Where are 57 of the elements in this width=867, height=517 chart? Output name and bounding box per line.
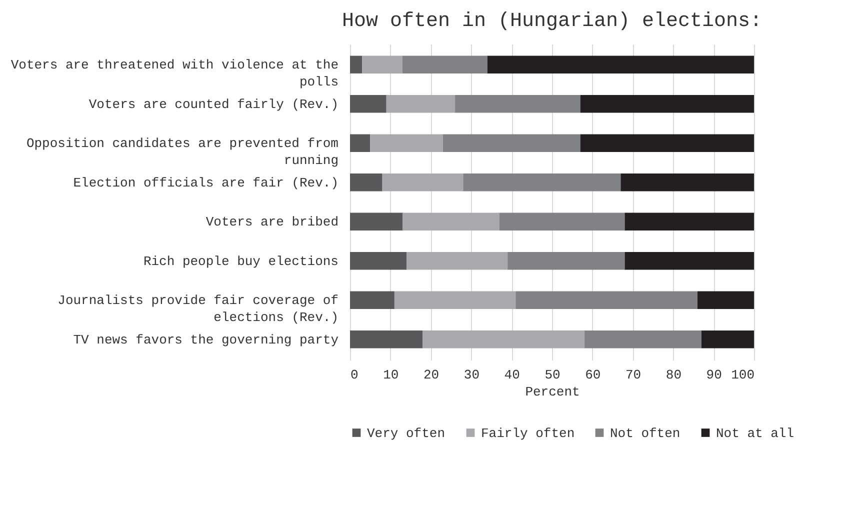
legend-label: Not often bbox=[610, 426, 680, 441]
bar bbox=[455, 95, 580, 113]
bar bbox=[701, 330, 754, 348]
bar bbox=[382, 174, 464, 192]
bar bbox=[350, 330, 423, 348]
bar bbox=[422, 330, 584, 348]
bar bbox=[624, 252, 754, 270]
y-tick-label: Voters are counted fairly (Rev.) bbox=[88, 96, 338, 112]
x-axis-title: Percent bbox=[525, 384, 580, 400]
bar bbox=[350, 56, 362, 74]
y-tick-label: Rich people buy elections bbox=[143, 254, 338, 269]
bar bbox=[350, 174, 382, 192]
bar bbox=[697, 291, 754, 309]
y-tick-label: Voters are threatened with violence at the polls bbox=[10, 58, 338, 90]
bar bbox=[350, 252, 407, 270]
x-tick-label: 80 bbox=[666, 368, 682, 382]
x-tick-label: 60 bbox=[585, 368, 601, 382]
x-tick-label: 100 bbox=[731, 368, 754, 382]
bar bbox=[350, 95, 386, 113]
x-tick-label: 90 bbox=[706, 368, 722, 382]
x-tick-label: 10 bbox=[383, 368, 399, 382]
legend-label: Very often bbox=[367, 426, 446, 441]
bar bbox=[386, 95, 456, 113]
bar bbox=[402, 56, 488, 74]
bar bbox=[350, 291, 394, 309]
x-tick-label: 0 bbox=[350, 368, 358, 382]
bar bbox=[402, 212, 500, 230]
x-tick-label: 30 bbox=[464, 368, 480, 382]
bar bbox=[350, 134, 370, 152]
y-tick-label: Voters are bribed bbox=[206, 214, 338, 230]
bar bbox=[499, 212, 625, 230]
bar bbox=[463, 174, 621, 192]
y-tick-label: Journalists provide fair coverage of elections (Rev.) bbox=[58, 293, 338, 326]
legend-label: Not at all bbox=[716, 426, 794, 441]
bar bbox=[620, 174, 754, 192]
bar bbox=[624, 212, 754, 230]
x-tick-label: 20 bbox=[423, 368, 440, 382]
bar bbox=[406, 252, 508, 270]
y-tick-label: Opposition candidates are prevented from running bbox=[26, 136, 339, 168]
bar bbox=[350, 212, 403, 230]
bar bbox=[584, 330, 702, 348]
bar bbox=[487, 56, 754, 74]
legend-label: Fairly often bbox=[481, 426, 575, 441]
bar bbox=[580, 134, 754, 152]
bar bbox=[508, 252, 625, 270]
y-tick-label: Election officials are fair (Rev.) bbox=[73, 175, 338, 190]
bar bbox=[394, 291, 516, 309]
bar bbox=[442, 134, 580, 152]
bar bbox=[370, 134, 443, 152]
x-tick-label: 40 bbox=[504, 368, 520, 382]
chart-title: How often in (Hungarian) elections: bbox=[342, 10, 762, 33]
bar bbox=[516, 291, 698, 309]
x-tick-label: 50 bbox=[544, 368, 560, 382]
x-tick-label: 70 bbox=[625, 368, 642, 382]
bar bbox=[362, 56, 403, 74]
bar bbox=[580, 95, 754, 113]
y-tick-label: TV news favors the governing party bbox=[73, 332, 339, 348]
